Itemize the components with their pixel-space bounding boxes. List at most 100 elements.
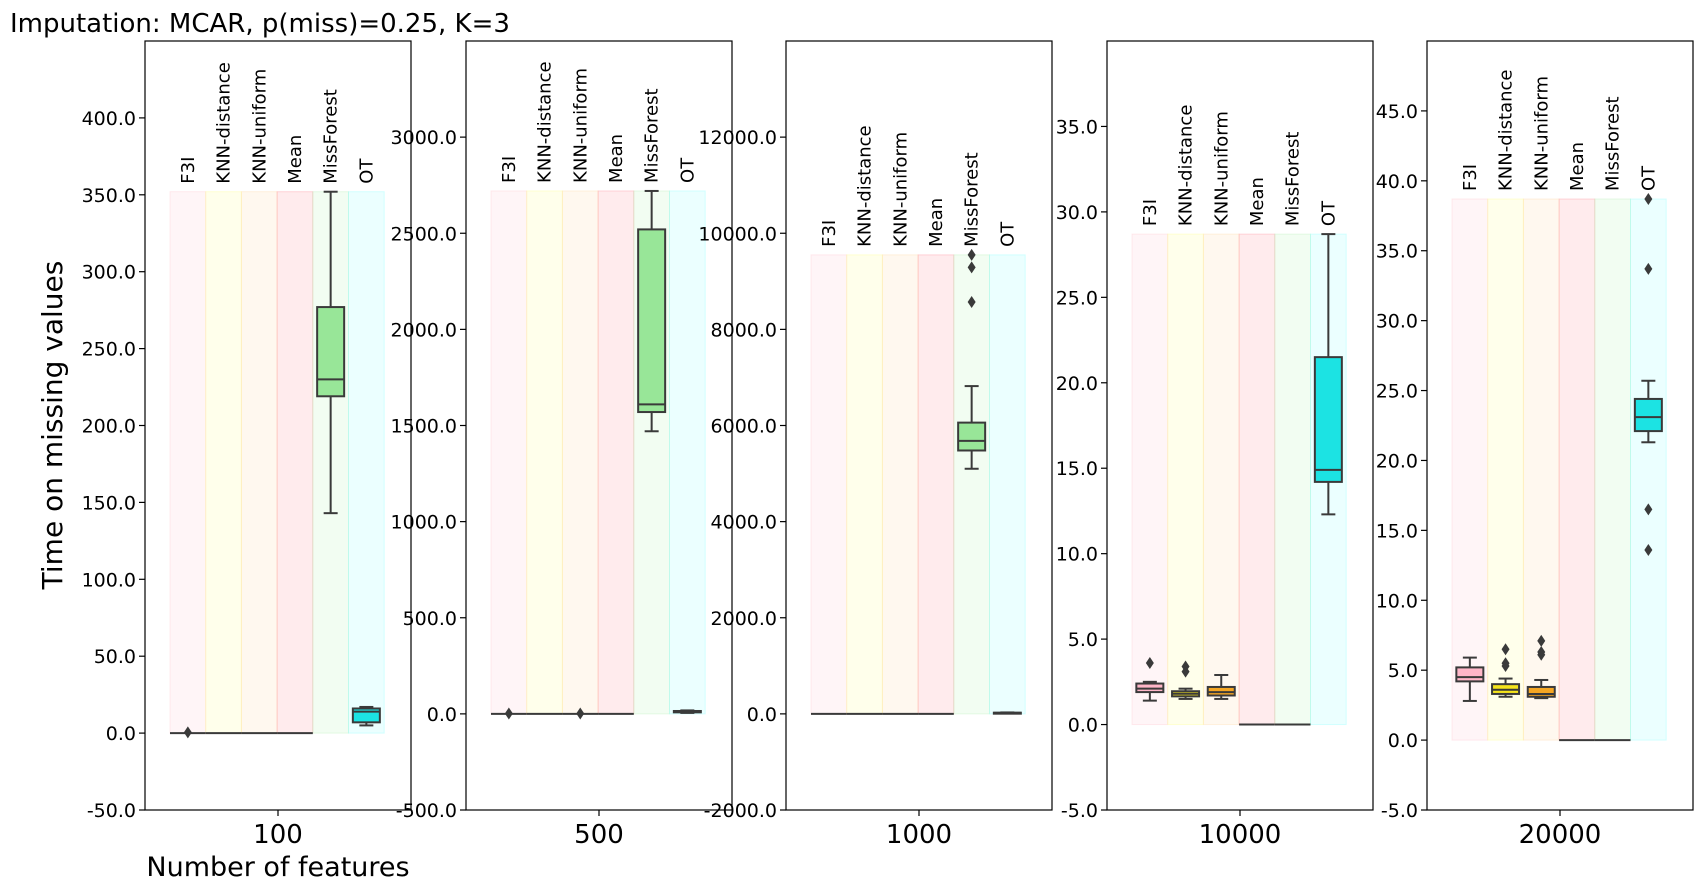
y-tick-label: 5.0	[1068, 629, 1098, 651]
method-label: Mean	[606, 134, 627, 183]
method-label: F3I	[1460, 164, 1481, 191]
y-tick-label: 15.0	[1056, 458, 1098, 480]
y-tick-label: 25.0	[1376, 381, 1418, 403]
band-OT	[669, 190, 706, 715]
y-tick-label: 250.0	[82, 339, 136, 361]
x-tick-label: 20000	[1519, 820, 1602, 850]
box-OT	[672, 709, 702, 714]
y-tick-label: 1000.0	[391, 512, 457, 534]
outlier-point	[504, 707, 513, 720]
y-tick-label: 500.0	[403, 608, 457, 630]
box-F3I	[170, 726, 206, 739]
band-KNN-distance	[526, 190, 563, 715]
y-tick-label: 0.0	[1068, 715, 1098, 737]
outlier-point	[967, 295, 976, 308]
box-iqr	[1633, 397, 1663, 433]
box-KNN-distance	[1171, 660, 1201, 700]
method-label: KNN-distance	[1496, 69, 1517, 191]
band-Mean	[276, 191, 314, 734]
outlier-point	[1537, 634, 1546, 647]
box-iqr	[316, 306, 346, 398]
panel-10000: F3I KNN-distance KNN-uniform Mean MissForest…	[1056, 40, 1374, 850]
outlier-point	[1181, 660, 1190, 673]
method-label: OT	[356, 158, 377, 184]
y-tick-label: 15.0	[1376, 520, 1418, 542]
x-tick-label: 100	[253, 820, 303, 850]
box-iqr	[1455, 666, 1485, 683]
box-OT	[351, 705, 381, 727]
outlier-point	[1644, 543, 1653, 556]
method-label: KNN-distance	[214, 62, 235, 184]
y-tick-label: 8000.0	[711, 319, 777, 341]
box-OT	[1633, 192, 1663, 556]
y-tick-label: 10000.0	[698, 223, 777, 245]
outlier-point	[1537, 646, 1546, 659]
y-tick-label: -2000.0	[704, 800, 777, 822]
band-Mean	[1238, 233, 1276, 726]
y-tick-label: 0.0	[747, 704, 777, 726]
band-KNN-distance	[1167, 233, 1204, 726]
method-label: F3I	[819, 220, 840, 247]
method-label: KNN-distance	[1176, 105, 1197, 227]
band-Mean	[597, 190, 635, 715]
y-tick-label: 1500.0	[391, 416, 457, 438]
box-MissForest	[637, 189, 667, 433]
band-OT	[1630, 198, 1667, 741]
box-iqr	[637, 228, 667, 414]
method-label: Mean	[1247, 177, 1268, 226]
y-tick-label: 20.0	[1056, 373, 1098, 395]
method-label: MissForest	[321, 89, 342, 184]
y-tick-label: -5.0	[1061, 800, 1098, 822]
outlier-point	[1644, 503, 1653, 516]
y-tick-label: 150.0	[82, 492, 136, 514]
y-tick-label: 45.0	[1376, 101, 1418, 123]
band-KNN-distance	[205, 191, 242, 734]
method-label: OT	[1318, 200, 1339, 226]
method-label: KNN-distance	[855, 125, 876, 247]
method-label: Mean	[926, 198, 947, 247]
method-label: MissForest	[1283, 132, 1304, 227]
method-label: KNN-uniform	[1531, 76, 1552, 191]
box-KNN-distance	[1491, 643, 1521, 698]
band-F3I	[1131, 233, 1169, 726]
band-KNN-uniform	[881, 254, 919, 715]
y-tick-label: 10.0	[1056, 544, 1098, 566]
method-label: KNN-uniform	[570, 68, 591, 183]
outlier-point	[967, 261, 976, 274]
box-iqr	[957, 421, 987, 452]
band-F3I	[169, 191, 207, 734]
y-tick-label: 2000.0	[711, 608, 777, 630]
band-MissForest	[1594, 198, 1632, 741]
band-Mean	[1558, 198, 1596, 741]
method-label: OT	[1638, 165, 1659, 191]
band-OT	[989, 254, 1026, 715]
method-label: KNN-distance	[535, 61, 556, 183]
panel-1000: F3I KNN-distance KNN-uniform Mean MissForest…	[698, 40, 1053, 850]
y-tick-label: 350.0	[82, 185, 136, 207]
box-KNN-uniform	[1526, 634, 1556, 700]
box-KNN-uniform	[562, 707, 599, 720]
box-iqr	[1526, 685, 1556, 698]
y-tick-label: 4000.0	[711, 512, 777, 534]
method-label: MissForest	[642, 88, 663, 183]
band-KNN-uniform	[1202, 233, 1240, 726]
y-tick-label: 400.0	[82, 108, 136, 130]
chart-panels: F3I KNN-distance KNN-uniform Mean MissForest…	[82, 40, 1694, 850]
y-axis-label: Time on missing values	[36, 261, 69, 591]
method-label: OT	[997, 221, 1018, 247]
outlier-point	[1145, 657, 1154, 670]
method-label: KNN-uniform	[890, 132, 911, 247]
outlier-point	[1501, 643, 1510, 656]
method-label: OT	[677, 157, 698, 183]
y-tick-label: 200.0	[82, 416, 136, 438]
band-MissForest	[953, 254, 990, 715]
y-tick-label: 0.0	[106, 723, 136, 745]
y-tick-label: 5.0	[1388, 660, 1418, 682]
method-label: Mean	[285, 135, 306, 184]
band-MissForest	[1274, 233, 1312, 726]
y-tick-label: 40.0	[1376, 171, 1418, 193]
outlier-point	[576, 707, 585, 720]
band-KNN-distance	[846, 254, 883, 715]
y-tick-label: -50.0	[87, 800, 136, 822]
